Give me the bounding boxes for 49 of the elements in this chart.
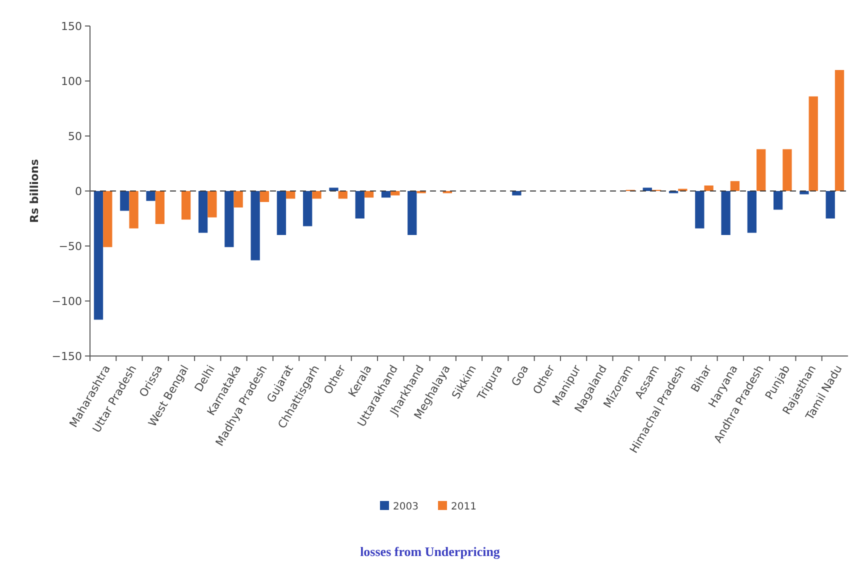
bar: [721, 191, 730, 235]
bar: [512, 191, 522, 196]
bar: [756, 149, 766, 191]
y-tick-label: −150: [52, 350, 82, 363]
bar: [312, 191, 322, 199]
bar: [198, 191, 208, 233]
bar: [808, 96, 818, 191]
bar: [800, 191, 809, 194]
bar: [329, 188, 338, 191]
bar: [286, 191, 296, 199]
bar: [834, 70, 844, 191]
bar: [381, 191, 391, 198]
bar: [276, 191, 286, 235]
y-tick-label: 50: [68, 130, 82, 143]
y-tick-label: −50: [58, 240, 82, 253]
y-tick-label: −100: [52, 294, 82, 308]
bar: [250, 191, 260, 260]
bar: [234, 191, 243, 208]
legend-label: 2003: [393, 502, 418, 512]
bar: [695, 191, 704, 228]
y-axis-title: Rs billions: [28, 158, 41, 223]
bar: [103, 191, 112, 248]
bar: [224, 191, 234, 248]
bar: [747, 191, 757, 233]
y-tick-label: 150: [61, 20, 82, 33]
bar: [260, 191, 270, 202]
bar: [146, 191, 156, 201]
y-tick-label: 100: [61, 74, 82, 88]
legend-label: 2011: [451, 502, 476, 512]
bar: [730, 181, 740, 191]
text: losses from Underpricing: [360, 544, 500, 559]
bar: [155, 191, 164, 224]
bar: [774, 191, 783, 210]
bar: [826, 191, 835, 218]
bar: [181, 191, 191, 220]
bar: [364, 191, 374, 198]
bar: [94, 191, 104, 320]
bar: [355, 191, 364, 218]
bar: [120, 191, 130, 211]
bar: [704, 186, 714, 191]
bar: [303, 191, 312, 226]
y-tick-label: 0: [75, 184, 82, 198]
bar: [390, 191, 400, 196]
bar: [338, 191, 348, 199]
bar: [129, 191, 138, 228]
bar: [208, 191, 217, 218]
bar: [782, 149, 792, 191]
bar: [408, 191, 417, 235]
bar: [642, 188, 652, 191]
